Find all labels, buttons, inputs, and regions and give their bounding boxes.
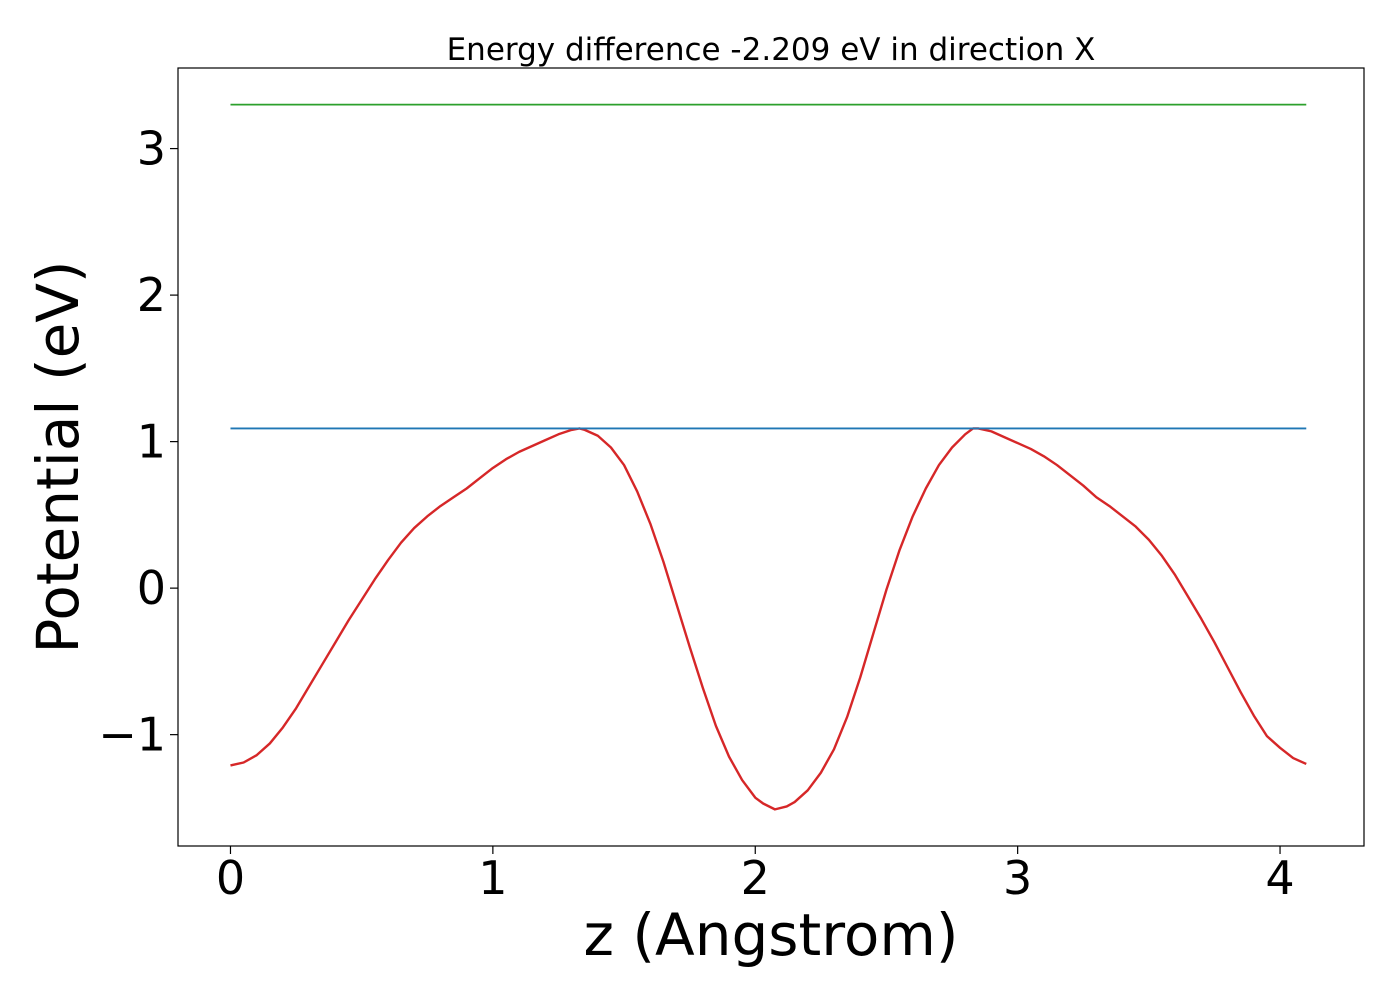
y-tick-label: 1: [137, 415, 166, 469]
series-layer: [230, 103, 1307, 811]
x-tick-label: 2: [741, 851, 770, 905]
y-tick-label: 2: [137, 268, 166, 322]
x-tick-label: 4: [1265, 851, 1294, 905]
y-tick-label: −1: [98, 708, 166, 762]
series-line-1: [230, 427, 1307, 811]
y-tick-label: 0: [137, 561, 166, 615]
x-axis-ticks: 0 1 2 3 4: [216, 846, 1295, 905]
chart-title: Energy difference -2.209 eV in direction…: [447, 32, 1096, 68]
x-tick-label: 1: [478, 851, 507, 905]
x-axis-label: z (Angstrom): [584, 901, 959, 969]
plot-frame: [177, 67, 1365, 847]
y-axis-ticks: −1 0 1 2 3: [98, 122, 178, 762]
y-tick-label: 3: [137, 122, 166, 176]
x-tick-label: 0: [216, 851, 245, 905]
y-axis-label: Potential (eV): [24, 260, 92, 653]
x-tick-label: 3: [1003, 851, 1032, 905]
